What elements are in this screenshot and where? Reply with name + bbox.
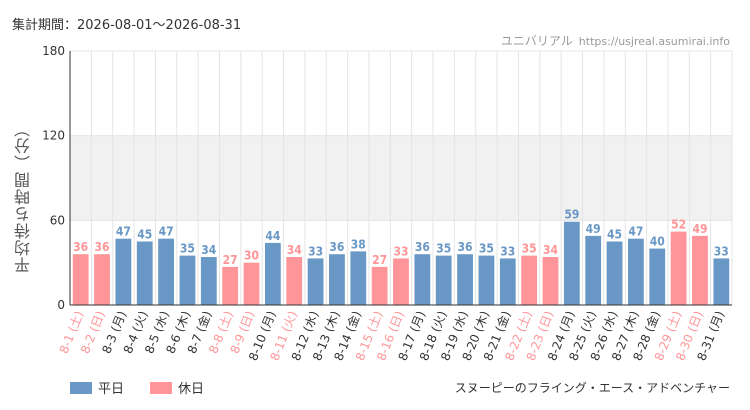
legend-item-weekday: 平日 [70, 378, 124, 397]
attraction-name: スヌーピーのフライング・エース・アドベンチャー [454, 381, 730, 395]
brand-url[interactable]: https://usjreal.asumirai.info [578, 35, 730, 48]
y-tick-label: 60 [50, 213, 65, 227]
legend-swatch-holiday [150, 381, 173, 394]
data-label: 27 [372, 253, 387, 267]
bar [115, 238, 132, 305]
bar [563, 221, 580, 305]
data-label: 34 [201, 243, 217, 257]
bar [393, 258, 409, 305]
bar [200, 257, 217, 305]
data-label: 45 [607, 228, 622, 242]
bar [521, 255, 538, 305]
shaded-band [70, 135, 732, 221]
bar [243, 262, 260, 305]
data-label: 44 [265, 229, 281, 243]
data-label: 36 [95, 240, 110, 254]
data-label: 47 [628, 225, 643, 239]
data-label: 27 [223, 253, 238, 267]
y-tick-label: 180 [42, 44, 65, 58]
bar [628, 238, 644, 305]
data-label: 38 [351, 237, 366, 251]
legend-item-holiday: 休日 [150, 378, 204, 397]
bar [670, 231, 687, 305]
y-tick-label: 120 [42, 129, 65, 143]
data-label: 36 [73, 240, 88, 254]
data-label: 49 [692, 222, 707, 236]
bar [499, 258, 516, 305]
data-label: 40 [650, 235, 665, 249]
bar [713, 258, 730, 305]
data-label: 33 [308, 244, 323, 258]
bar [478, 255, 495, 305]
data-label: 35 [436, 242, 451, 256]
data-label: 47 [159, 225, 174, 239]
bar [136, 241, 153, 305]
brand-name: ユニバリアル [500, 34, 573, 48]
bar [457, 254, 473, 305]
bar [329, 254, 345, 305]
legend-swatch-weekday [70, 381, 92, 394]
bar [286, 257, 303, 305]
bar [307, 258, 324, 305]
data-label: 52 [671, 218, 686, 232]
bar [649, 248, 666, 305]
data-label: 47 [116, 225, 131, 239]
legend: 平日 休日 [70, 378, 204, 397]
data-label: 35 [479, 242, 494, 256]
bar [606, 241, 623, 305]
bar [179, 255, 196, 305]
data-label: 36 [329, 240, 344, 254]
data-label: 36 [458, 240, 473, 254]
bar [435, 255, 452, 305]
legend-label-weekday: 平日 [98, 382, 125, 397]
bar [542, 257, 559, 305]
bar [371, 266, 388, 305]
bar [585, 235, 602, 305]
data-label: 35 [522, 242, 537, 256]
data-label: 34 [543, 243, 559, 257]
data-label: 33 [393, 244, 408, 258]
data-label: 59 [564, 208, 579, 222]
bar [350, 251, 367, 305]
data-label: 34 [287, 243, 303, 257]
data-label: 49 [586, 222, 601, 236]
bar [94, 254, 110, 305]
legend-label-holiday: 休日 [178, 382, 205, 397]
data-label: 36 [415, 240, 430, 254]
bar [222, 266, 239, 305]
y-tick-label: 0 [57, 298, 65, 312]
bar [414, 254, 431, 305]
data-label: 30 [244, 249, 259, 263]
data-label: 33 [714, 244, 729, 258]
data-label: 35 [180, 242, 195, 256]
bar [264, 242, 281, 305]
bar [692, 235, 708, 305]
bar [72, 254, 89, 305]
data-label: 33 [500, 244, 515, 258]
collection-period: 集計期間：2026-08-01～2026-08-31 [12, 18, 242, 33]
data-label: 45 [137, 228, 152, 242]
bar [158, 238, 174, 305]
site-brand: ユニバリアル https://usjreal.asumirai.info [501, 32, 730, 49]
